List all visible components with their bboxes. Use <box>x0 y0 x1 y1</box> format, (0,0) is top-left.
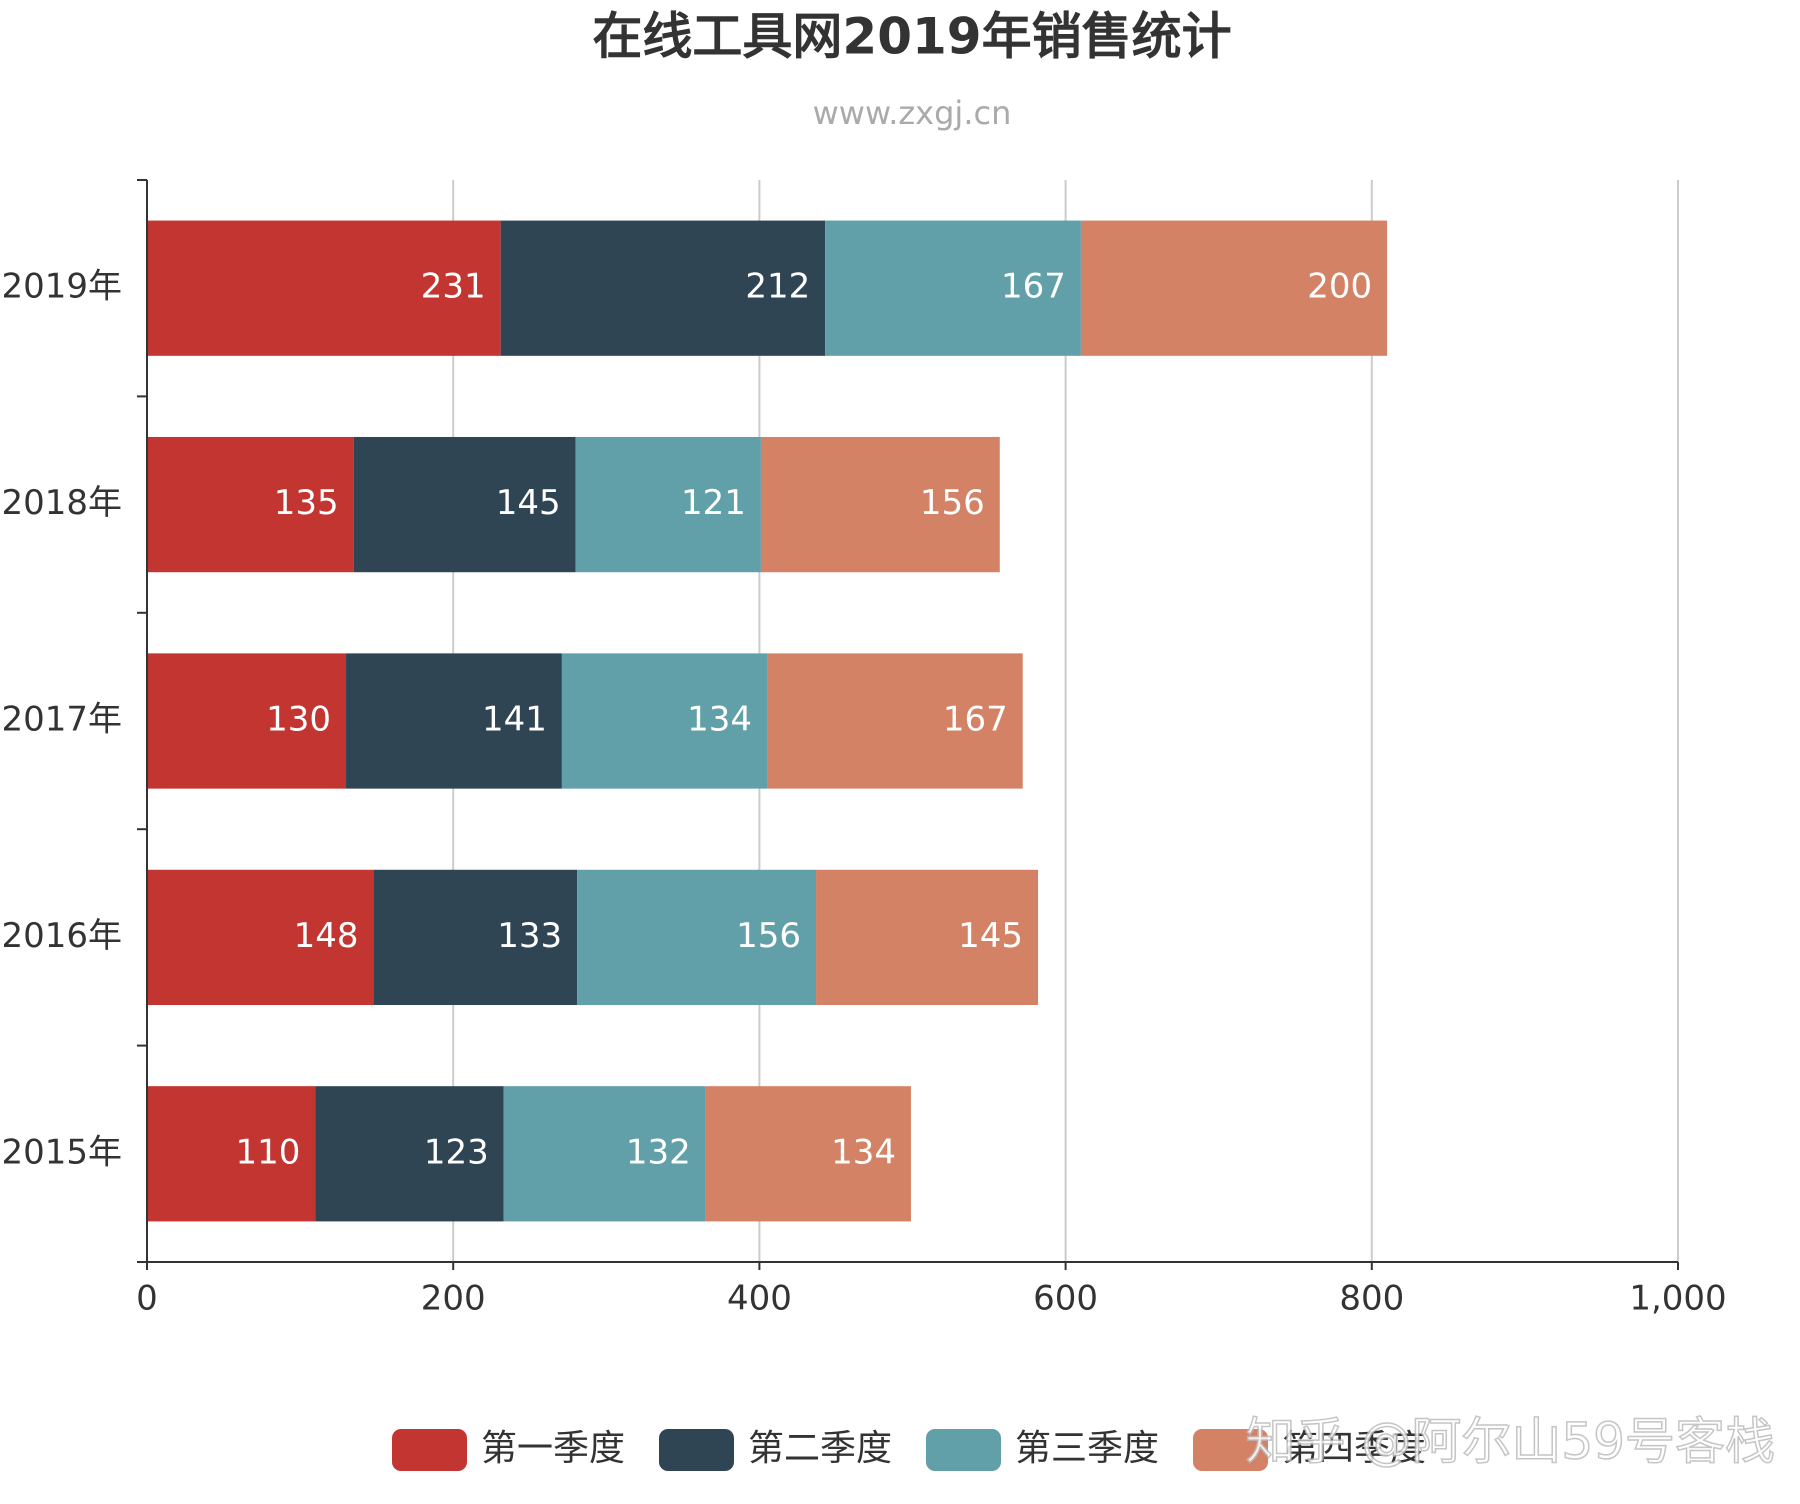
legend-swatch <box>1193 1429 1268 1471</box>
data-label: 135 <box>274 483 339 523</box>
x-tick-label: 800 <box>1339 1279 1404 1319</box>
x-tick-label: 0 <box>136 1279 158 1319</box>
legend-label: 第四季度 <box>1282 1428 1426 1469</box>
data-label: 133 <box>497 916 562 956</box>
data-label: 156 <box>920 483 985 523</box>
bar-segment <box>575 436 761 573</box>
y-tick-label: 2019年 <box>1 267 122 307</box>
bar-segment <box>577 869 817 1006</box>
data-label: 156 <box>736 916 801 956</box>
data-label: 130 <box>266 700 331 740</box>
bar-segment <box>147 436 354 573</box>
data-label: 145 <box>496 483 561 523</box>
data-label: 134 <box>687 700 752 740</box>
data-label: 231 <box>421 267 486 307</box>
bar-segment <box>346 653 562 789</box>
x-tick-label: 600 <box>1033 1279 1098 1319</box>
data-label: 123 <box>424 1132 489 1172</box>
data-label: 132 <box>626 1132 691 1172</box>
data-label: 121 <box>681 483 746 523</box>
bar-segment <box>816 869 1039 1006</box>
bar-segment <box>147 653 347 789</box>
bar-segment <box>767 653 1023 789</box>
bar-segment <box>147 869 374 1006</box>
legend-label: 第一季度 <box>481 1428 625 1469</box>
x-tick-label: 200 <box>421 1279 486 1319</box>
data-label: 145 <box>958 916 1023 956</box>
data-label: 141 <box>482 700 547 740</box>
bar-segment <box>561 653 768 789</box>
data-label: 148 <box>294 916 359 956</box>
data-label: 167 <box>1001 267 1066 307</box>
chart-title: 在线工具网2019年销售统计 <box>592 8 1231 66</box>
bar-segment <box>760 436 1000 573</box>
legend-swatch <box>392 1429 467 1471</box>
x-tick-label: 1,000 <box>1629 1279 1726 1319</box>
bar-segment <box>1080 220 1388 356</box>
data-label: 200 <box>1307 267 1372 307</box>
data-label: 110 <box>236 1132 301 1172</box>
bar-segment <box>705 1086 911 1222</box>
bar-segment <box>500 220 826 356</box>
x-tick-label: 400 <box>727 1279 792 1319</box>
y-tick-label: 2015年 <box>1 1132 122 1172</box>
data-label: 167 <box>943 700 1008 740</box>
bar-segment <box>825 220 1081 356</box>
y-tick-label: 2018年 <box>1 483 122 523</box>
y-tick-label: 2016年 <box>1 916 122 956</box>
bar-segment <box>373 869 578 1006</box>
bar-segment <box>503 1086 706 1222</box>
bar-segment <box>147 220 501 356</box>
bar-segment <box>147 1086 316 1222</box>
legend-swatch <box>659 1429 734 1471</box>
y-tick-label: 2017年 <box>1 700 122 740</box>
watermark: 知乎 @阿尔山59号客栈 <box>1245 1413 1775 1471</box>
legend-label: 第三季度 <box>1015 1428 1159 1469</box>
bar-segment <box>315 1086 504 1222</box>
data-label: 134 <box>831 1132 896 1172</box>
data-label: 212 <box>745 267 810 307</box>
chart-subtitle: www.zxgj.cn <box>813 94 1012 132</box>
legend-label: 第二季度 <box>748 1428 892 1469</box>
bar-segment <box>353 436 576 573</box>
legend-swatch <box>926 1429 1001 1471</box>
